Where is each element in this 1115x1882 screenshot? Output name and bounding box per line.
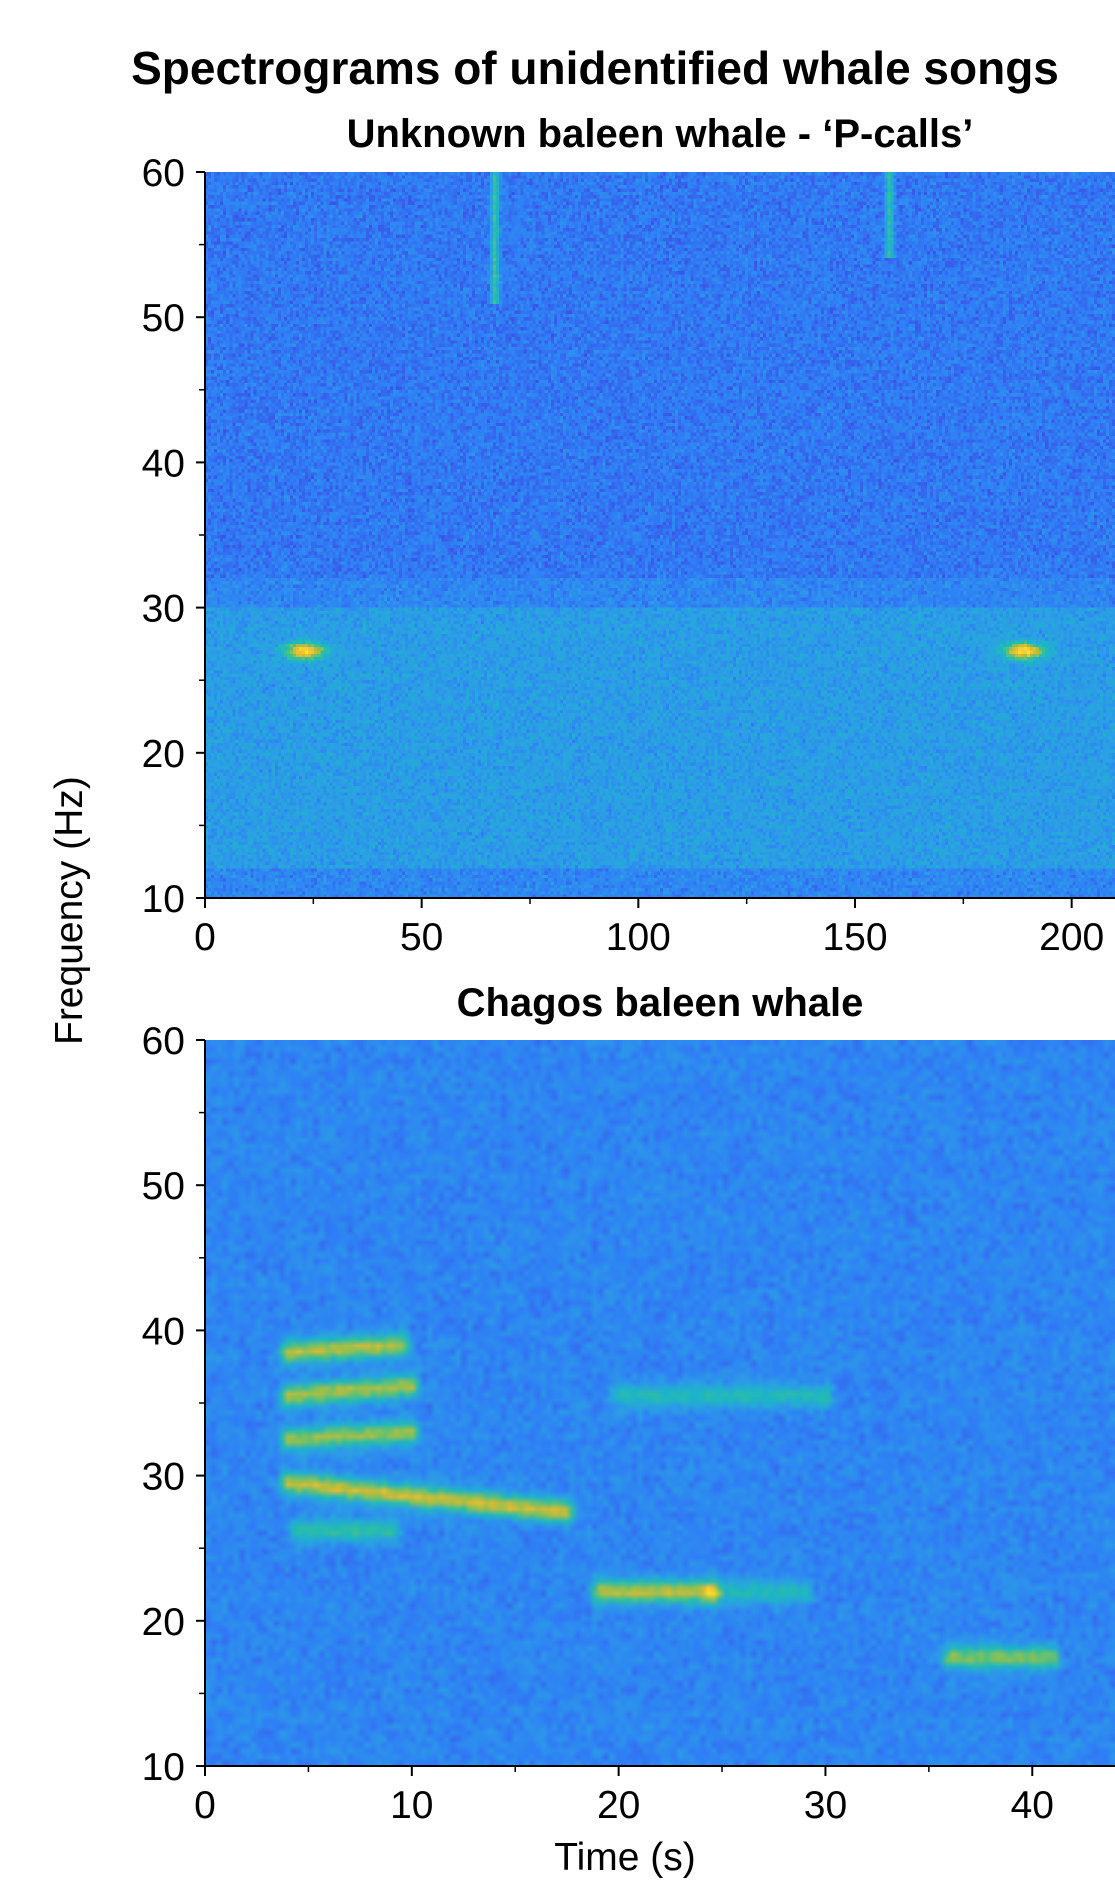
x-tick-label: 200 [1039,916,1104,959]
x-tick-label: 50 [400,916,443,959]
y-tick-label: 20 [142,733,185,776]
y-tick-label: 60 [142,152,185,195]
x-tick-label: 150 [822,916,887,959]
spectrogram-image-1 [205,172,1115,898]
x-tick-label: 0 [194,1784,216,1827]
y-tick-label: 50 [142,297,185,340]
y-tick-label: 40 [142,1310,185,1353]
y-tick-label: 20 [142,1601,185,1644]
spectrogram-panel-1: 10 20 30 40 50 60 0 50 100 150 200 [142,152,1115,959]
panel-1-title: Unknown baleen whale - ‘P-calls’ [346,112,974,156]
x-tick-label: 0 [194,916,216,959]
spectrogram-image-2 [205,1040,1115,1766]
x-axis-label: Time (s) [554,1836,696,1879]
y-tick-label: 10 [142,1746,185,1789]
panel-2-title: Chagos baleen whale [456,981,864,1025]
x-tick-label: 30 [804,1784,847,1827]
y-tick-label: 40 [142,442,185,485]
y-tick-label: 30 [142,1456,185,1499]
x-tick-label: 20 [597,1784,640,1827]
y-tick-label: 10 [142,878,185,921]
figure-title: Spectrograms of unidentified whale songs [131,42,1059,94]
x-tick-label: 40 [1011,1784,1054,1827]
x-tick-label: 100 [606,916,671,959]
y-tick-label: 50 [142,1165,185,1208]
y-tick-label: 30 [142,588,185,631]
x-tick-label: 10 [390,1784,433,1827]
y-tick-label: 60 [142,1020,185,1063]
